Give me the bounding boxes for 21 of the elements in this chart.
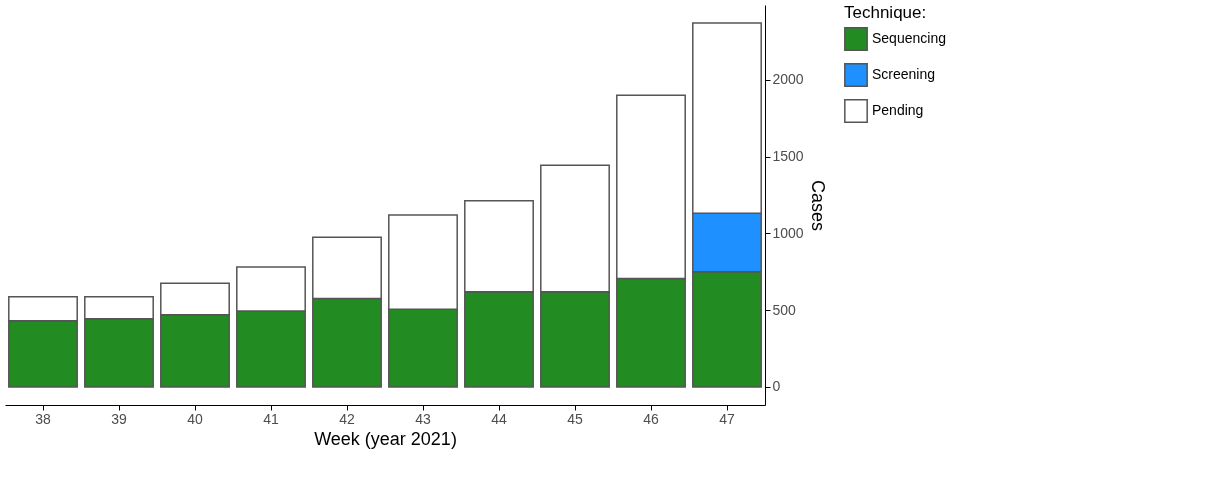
y-tick-label: 0	[772, 378, 781, 395]
legend-label: Screening	[872, 66, 936, 82]
legend-label: Sequencing	[872, 30, 946, 46]
y-tick-label: 2000	[772, 71, 804, 88]
y-axis-title: Cases	[807, 179, 828, 232]
x-tick-label: 42	[339, 410, 355, 427]
x-tick-label: 43	[415, 410, 431, 427]
x-axis-title: Week (year 2021)	[314, 428, 457, 449]
x-tick-label: 38	[35, 410, 51, 427]
x-tick-label: 39	[111, 410, 127, 427]
y-tick-label: 1000	[772, 224, 804, 241]
x-tick-label: 46	[643, 410, 659, 427]
x-tick-label: 44	[491, 410, 507, 427]
x-tick-label: 40	[187, 410, 203, 427]
y-tick-label: 1500	[772, 148, 804, 165]
legend-title: Technique:	[844, 3, 927, 22]
legend-label: Pending	[872, 102, 924, 118]
y-tick-label: 500	[772, 301, 797, 318]
x-tick-label: 45	[567, 410, 583, 427]
x-tick-label: 47	[719, 410, 735, 427]
x-tick-label: 41	[263, 410, 279, 427]
